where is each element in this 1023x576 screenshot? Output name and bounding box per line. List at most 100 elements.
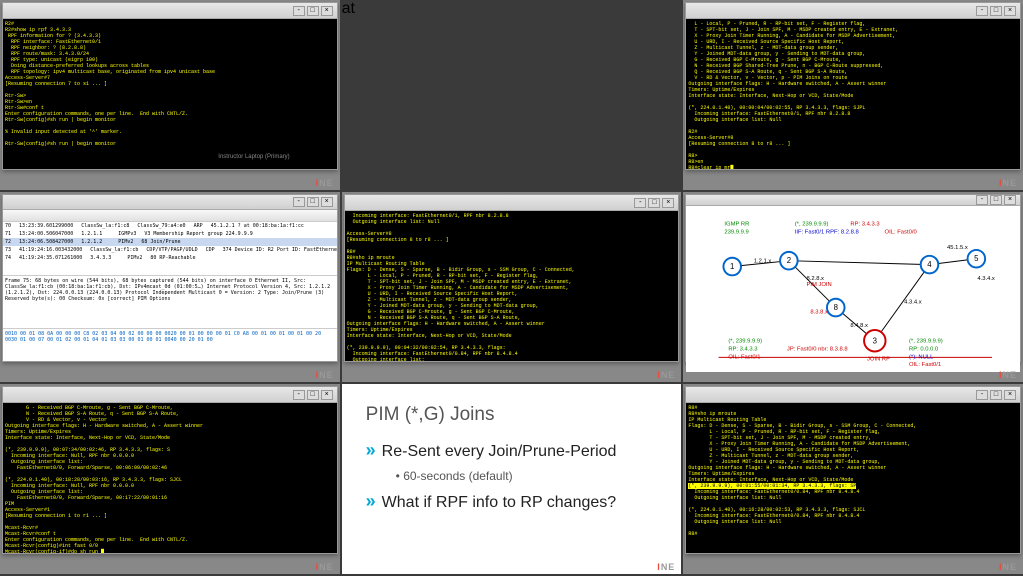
slide-sub-bullet: 60-seconds (default): [396, 469, 658, 483]
minimize-icon[interactable]: -: [634, 198, 646, 208]
maximize-icon[interactable]: □: [990, 390, 1002, 400]
svg-text:4.3.4.x: 4.3.4.x: [904, 300, 922, 306]
grid-container: - □ × R2# R2#show ip rpf 3.4.3.3 RPF inf…: [0, 0, 1023, 576]
svg-text:3: 3: [873, 336, 877, 345]
wireshark-toolbar[interactable]: [3, 210, 337, 222]
titlebar[interactable]: - □ ×: [345, 195, 679, 211]
ine-logo: INE: [999, 562, 1017, 572]
close-icon[interactable]: ×: [662, 198, 674, 208]
terminal-window-2: - □ × L - Local, P - Pruned, R - RP-bit …: [685, 2, 1021, 170]
svg-text:RP: 3.4.3.3: RP: 3.4.3.3: [851, 222, 880, 228]
titlebar[interactable]: - □ ×: [3, 195, 337, 210]
minimize-icon[interactable]: -: [293, 197, 305, 207]
terminal-output[interactable]: G - Received BGP C-Mroute, g - Sent BGP …: [3, 403, 337, 553]
svg-text:(*, 239.9.9.9): (*, 239.9.9.9): [795, 222, 829, 228]
close-icon[interactable]: ×: [321, 6, 333, 16]
svg-text:8.4.8.x: 8.4.8.x: [851, 323, 869, 329]
svg-text:JOIN RP: JOIN RP: [867, 356, 890, 362]
maximize-icon[interactable]: □: [990, 6, 1002, 16]
svg-text:2: 2: [787, 256, 791, 265]
wireshark-window: - □ × 7013:23:39.601299000ClassSw_la:f1:…: [2, 194, 338, 362]
svg-text:IIF: Fast0/1 RPF: 8.2.8.8: IIF: Fast0/1 RPF: 8.2.8.8: [795, 229, 859, 235]
svg-text:8: 8: [834, 303, 838, 312]
ine-logo: INE: [316, 370, 334, 380]
packet-list[interactable]: 7013:23:39.601299000ClassSw_la:f1:c8Clas…: [3, 222, 337, 275]
packet-row[interactable]: 7341:19:24:16.003432000ClassSw_la:f1:cbC…: [3, 246, 337, 254]
svg-text:45.1.5.x: 45.1.5.x: [947, 245, 968, 251]
maximize-icon[interactable]: □: [648, 198, 660, 208]
titlebar[interactable]: - □ ×: [686, 195, 1020, 206]
titlebar[interactable]: - □ ×: [686, 3, 1020, 19]
svg-text:IGMP RR: IGMP RR: [725, 222, 750, 228]
titlebar[interactable]: - □ ×: [3, 3, 337, 19]
cell-3: - □ × 7013:23:39.601299000ClassSw_la:f1:…: [0, 192, 340, 382]
close-icon[interactable]: ×: [321, 197, 333, 207]
svg-text:8.3.8.x: 8.3.8.x: [811, 309, 829, 315]
cell-4: - □ × Incoming interface: FastEthernet0/…: [342, 192, 682, 382]
slide-title: PIM (*,G) Joins: [366, 404, 658, 426]
terminal-window-8: - □ × R8# R8#sho ip mroute IP Multicast …: [685, 386, 1021, 554]
ine-logo: INE: [657, 370, 675, 380]
svg-text:OIL: Fast0/1: OIL: Fast0/1: [909, 362, 941, 368]
svg-text:4: 4: [928, 260, 933, 269]
titlebar[interactable]: - □ ×: [3, 387, 337, 403]
terminal-window-6: - □ × G - Received BGP C-Mroute, g - Sen…: [2, 386, 338, 554]
ine-logo: INE: [316, 178, 334, 188]
close-icon[interactable]: ×: [1004, 195, 1016, 205]
ine-logo: INE: [999, 370, 1017, 380]
maximize-icon[interactable]: □: [307, 197, 319, 207]
svg-text:(*): NULL: (*): NULL: [909, 354, 934, 360]
cell-5: - □ × 1 2 8 3 4 5 IGMP RR239.9.9.9 (*, 239.9.9.…: [683, 192, 1023, 382]
cell-8: - □ × R8# R8#sho ip mroute IP Multicast …: [683, 384, 1023, 574]
slide-panel: PIM (*,G) Joins »Re-Sent every Join/Prun…: [342, 384, 682, 574]
packet-details[interactable]: Frame 75: 68 bytes on wire (544 bits), 6…: [3, 275, 337, 328]
svg-text:1: 1: [730, 262, 734, 271]
packet-row[interactable]: 7213:24:06.5084270001.2.1.2PIMv268 Join/…: [3, 238, 337, 246]
svg-text:JP: Fast0/0 nbr: 8.3.8.8: JP: Fast0/0 nbr: 8.3.8.8: [787, 347, 848, 353]
svg-text:8.2.8.x: 8.2.8.x: [807, 276, 825, 282]
maximize-icon[interactable]: □: [307, 390, 319, 400]
close-icon[interactable]: ×: [1004, 6, 1016, 16]
terminal-window-4: - □ × Incoming interface: FastEthernet0/…: [344, 194, 680, 362]
ine-logo: INE: [657, 562, 675, 572]
slide-bullet: »What if RPF info to RP changes?: [366, 491, 658, 512]
diagram-window: - □ × 1 2 8 3 4 5 IGMP RR239.9.9.9 (*, 239.9.9.…: [685, 194, 1021, 362]
packet-hex[interactable]: 0010 00 01 08 0A 00 00 00 C8 02 03 04 00…: [3, 328, 337, 361]
minimize-icon[interactable]: -: [976, 390, 988, 400]
svg-text:RP: 3.4.3.3: RP: 3.4.3.3: [729, 347, 758, 353]
diagram-svg: 128345IGMP RR239.9.9.9(*, 239.9.9.9)IIF:…: [686, 206, 1020, 372]
svg-text:239.9.9.9: 239.9.9.9: [725, 229, 749, 235]
minimize-icon[interactable]: -: [293, 6, 305, 16]
svg-text:(*, 239.9.9.9): (*, 239.9.9.9): [729, 339, 763, 345]
ine-logo: INE: [316, 562, 334, 572]
maximize-icon[interactable]: □: [307, 6, 319, 16]
terminal-output[interactable]: Incoming interface: FastEthernet0/1, RPF…: [345, 211, 679, 361]
svg-text:PIM JOIN: PIM JOIN: [807, 282, 832, 288]
minimize-icon[interactable]: -: [976, 195, 988, 205]
maximize-icon[interactable]: □: [990, 195, 1002, 205]
packet-row[interactable]: 7013:23:39.601299000ClassSw_la:f1:c8Clas…: [3, 222, 337, 230]
terminal-output[interactable]: R2# R2#show ip rpf 3.4.3.3 RPF informati…: [3, 19, 337, 169]
slide-bullet: »Re-Sent every Join/Prune-Period: [366, 440, 658, 461]
packet-row[interactable]: 7113:24:00.5060470001.2.1.1IGMPv3V3 Memb…: [3, 230, 337, 238]
cell-6: - □ × G - Received BGP C-Mroute, g - Sen…: [0, 384, 340, 574]
side-label: Instructor Laptop (Primary): [218, 154, 289, 160]
svg-text:RP: 0.0.0.0: RP: 0.0.0.0: [909, 347, 939, 353]
svg-text:OIL: Fast0/0: OIL: Fast0/0: [885, 229, 918, 235]
svg-text:5: 5: [975, 254, 980, 263]
terminal-output[interactable]: R8# R8#sho ip mroute IP Multicast Routin…: [686, 403, 1020, 553]
packet-row[interactable]: 7441:19:24:35.0712610003.4.3.3PIMv280 RP…: [3, 254, 337, 262]
close-icon[interactable]: ×: [1004, 390, 1016, 400]
wireshark-panes: 7013:23:39.601299000ClassSw_la:f1:c8Clas…: [3, 210, 337, 361]
svg-text:1.2.1.x: 1.2.1.x: [754, 259, 772, 265]
terminal-output[interactable]: L - Local, P - Pruned, R - RP-bit set, F…: [686, 19, 1020, 169]
network-diagram[interactable]: 128345IGMP RR239.9.9.9(*, 239.9.9.9)IIF:…: [686, 206, 1020, 372]
minimize-icon[interactable]: -: [976, 6, 988, 16]
svg-text:(*, 239.9.9.9): (*, 239.9.9.9): [909, 339, 943, 345]
cell-2: - □ × L - Local, P - Pruned, R - RP-bit …: [683, 0, 1023, 190]
titlebar[interactable]: - □ ×: [686, 387, 1020, 403]
close-icon[interactable]: ×: [321, 390, 333, 400]
cell-7: PIM (*,G) Joins »Re-Sent every Join/Prun…: [342, 384, 682, 574]
minimize-icon[interactable]: -: [293, 390, 305, 400]
ine-logo: INE: [999, 178, 1017, 188]
